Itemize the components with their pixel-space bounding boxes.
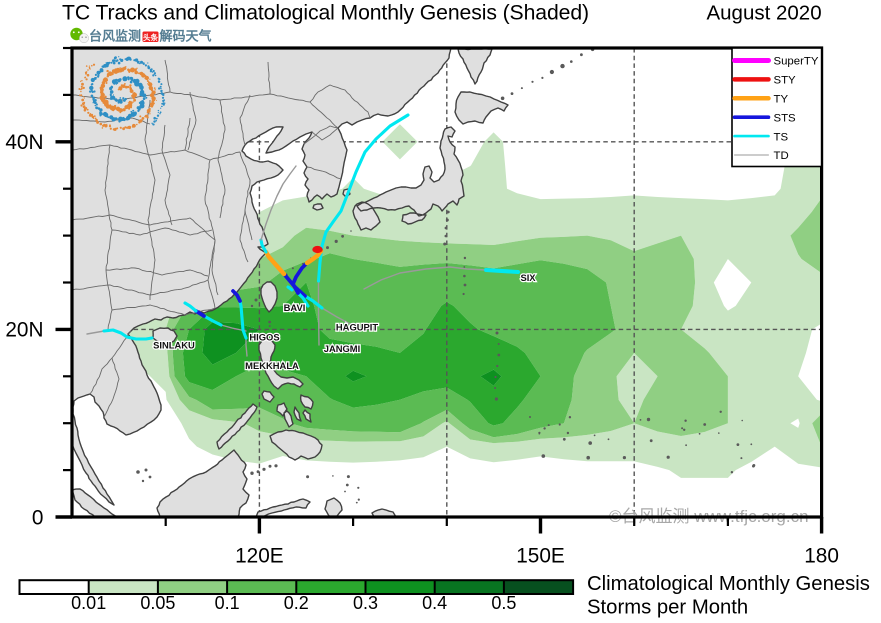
svg-text:0.3: 0.3 — [353, 593, 378, 613]
svg-text:SIX: SIX — [520, 272, 536, 283]
svg-text:120E: 120E — [235, 545, 284, 568]
svg-text:0.05: 0.05 — [140, 593, 175, 613]
svg-text:SuperTY: SuperTY — [774, 56, 819, 68]
svg-text:STS: STS — [774, 112, 797, 124]
svg-text:TS: TS — [774, 131, 789, 143]
svg-text:HAGUPIT: HAGUPIT — [336, 322, 378, 333]
svg-text:HIGOS: HIGOS — [249, 332, 279, 343]
svg-text:August 2020: August 2020 — [706, 2, 821, 25]
svg-text:0.2: 0.2 — [284, 593, 309, 613]
svg-text:TD: TD — [774, 150, 789, 162]
svg-text:JANGMI: JANGMI — [324, 343, 360, 354]
svg-text:解码天气: 解码天气 — [159, 29, 212, 44]
svg-text:0.5: 0.5 — [491, 593, 516, 613]
svg-text:0.01: 0.01 — [71, 593, 106, 613]
svg-text:0: 0 — [32, 507, 44, 530]
svg-text:TY: TY — [774, 94, 789, 106]
svg-text:150E: 150E — [516, 545, 565, 568]
svg-text:Storms per Month: Storms per Month — [587, 597, 748, 619]
svg-text:TC Tracks and Climatological M: TC Tracks and Climatological Monthly Gen… — [62, 2, 589, 25]
svg-text:SINLAKU: SINLAKU — [153, 340, 195, 351]
svg-text:20N: 20N — [5, 318, 43, 341]
svg-text:台风监测: 台风监测 — [89, 29, 141, 44]
svg-text:STY: STY — [774, 75, 797, 87]
svg-text:180: 180 — [804, 545, 839, 568]
svg-text:BAVI: BAVI — [284, 302, 306, 313]
svg-text:0.1: 0.1 — [215, 593, 240, 613]
svg-text:40N: 40N — [5, 131, 43, 154]
svg-text:MEKKHALA: MEKKHALA — [245, 360, 299, 371]
svg-text:Climatological Monthly Genesis: Climatological Monthly Genesis — [587, 573, 870, 595]
svg-text:0.4: 0.4 — [422, 593, 447, 613]
svg-text:头条: 头条 — [143, 32, 158, 42]
